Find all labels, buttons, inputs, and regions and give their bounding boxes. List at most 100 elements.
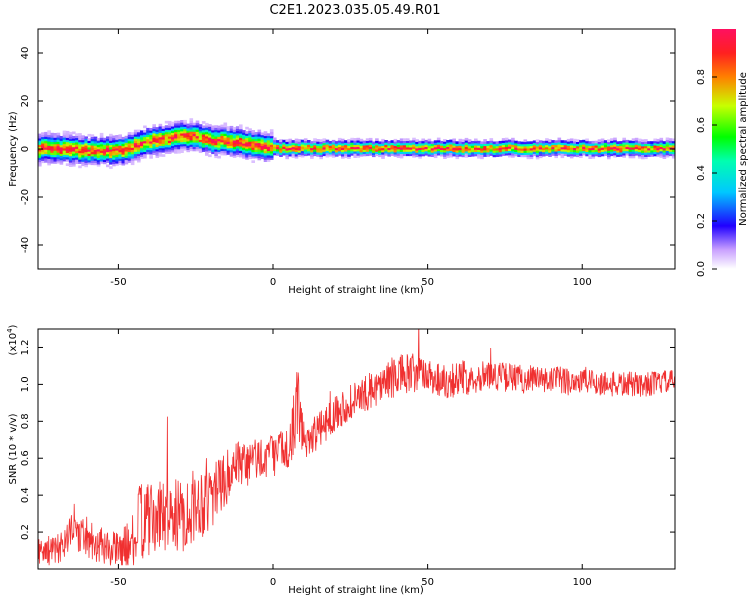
spectrogram-cell: [62, 147, 67, 151]
spectrogram-cell: [143, 142, 147, 146]
spectrogram-cell: [102, 144, 107, 147]
spectrogram-cell: [239, 126, 243, 130]
spectrogram-cell: [421, 151, 425, 155]
spectrogram-cell: [214, 144, 218, 148]
spectrogram-cell: [109, 136, 113, 139]
spectrogram-cell: [384, 153, 388, 156]
spectrogram-cell: [50, 143, 54, 147]
spectrogram-cell: [41, 134, 45, 138]
spectrogram-cell: [146, 138, 150, 142]
spectrogram-cell: [106, 149, 110, 153]
spectrogram-cell: [538, 148, 543, 152]
spectrogram-cell: [554, 148, 558, 152]
spectrogram-cell: [124, 142, 129, 145]
spectrogram-cell: [613, 144, 617, 147]
spectrogram-cell: [56, 154, 61, 157]
spectrogram-cell: [325, 144, 330, 147]
spectrogram-cell: [50, 152, 54, 155]
spectrogram-cell: [486, 145, 490, 149]
spectrogram-cell: [68, 149, 73, 152]
spectrogram-cell: [297, 149, 302, 153]
spectrogram-cell: [399, 149, 404, 152]
spectrogram-cell: [242, 153, 246, 157]
spectrogram-cell: [72, 142, 76, 145]
spectrogram-cell: [161, 132, 166, 136]
spectrogram-cell: [112, 150, 116, 154]
spectrogram-cell: [409, 140, 413, 144]
spectrogram-cell: [545, 146, 549, 150]
spectrogram-cell: [548, 150, 552, 153]
spectrogram-cell: [56, 134, 61, 138]
spectrogram-cell: [171, 136, 175, 140]
spectrogram-cell: [433, 151, 438, 154]
spectrogram-cell: [387, 149, 391, 153]
spectrogram-cell: [257, 133, 262, 137]
spectrogram-cell: [276, 150, 280, 154]
spectrogram-cell: [495, 152, 500, 155]
spectrogram-cell: [239, 135, 243, 138]
spectrogram-cell: [523, 145, 528, 149]
spectrogram-cell: [137, 129, 141, 133]
spectrogram-cell: [177, 144, 181, 148]
spectrogram-cell: [167, 149, 172, 152]
spectrogram-cell: [121, 158, 126, 162]
spectrogram-cell: [659, 148, 664, 152]
spectrogram-cell: [208, 132, 212, 136]
spectrogram-cell: [288, 140, 293, 144]
spectrogram-cell: [582, 148, 586, 152]
spectrogram-cell: [325, 154, 330, 158]
spectrogram-cell: [563, 146, 568, 150]
spectrogram-cell: [93, 162, 98, 166]
spectrogram-cell: [341, 145, 345, 148]
spectrogram-cell: [211, 142, 215, 146]
spectrogram-cell: [467, 154, 472, 157]
spectrogram-cell: [137, 142, 141, 146]
spectrogram-cell: [140, 143, 144, 147]
spectrogram-cell: [152, 126, 156, 130]
spectrogram-cell: [288, 145, 293, 148]
spectrogram-cell: [201, 134, 206, 137]
spectrogram-cell: [579, 148, 583, 152]
snr-y-multiplier: (x104): [6, 324, 19, 355]
spectrogram-cell: [353, 142, 357, 145]
spectrogram-cell: [372, 150, 376, 153]
spectrogram-cell: [109, 140, 113, 143]
spectrogram-cell: [226, 149, 231, 153]
spectrogram-cell: [353, 153, 357, 156]
spectrogram-cell: [81, 146, 85, 149]
spectrogram-cell: [418, 156, 422, 159]
spectrogram-cell: [177, 125, 181, 128]
spectrogram-cell: [433, 140, 438, 143]
spectrogram-cell: [526, 156, 531, 160]
spectrogram-cell: [610, 140, 614, 144]
spectrogram-cell: [59, 146, 64, 150]
spectrogram-cell: [310, 156, 314, 159]
spectrogram-cell: [576, 139, 580, 142]
spectrogram-cell: [223, 131, 228, 134]
spectrogram-cell: [161, 139, 166, 142]
spectrogram-cell: [341, 153, 345, 157]
spectrogram-cell: [266, 141, 271, 145]
spectrogram-cell: [195, 142, 200, 145]
spectrogram-cell: [588, 156, 592, 159]
spectrogram-cell: [579, 144, 583, 148]
spectrogram-cell: [489, 153, 494, 156]
spectrogram-cell: [387, 147, 391, 151]
spectrogram-cell: [282, 139, 286, 143]
spectrogram-cell: [102, 146, 107, 150]
spectrogram-cell: [56, 152, 61, 155]
spectrogram-cell: [665, 139, 670, 143]
spectrogram-cell: [127, 138, 132, 142]
spectrogram-cell: [375, 149, 379, 152]
spectrogram-cell: [310, 151, 314, 155]
spectrogram-cell: [205, 138, 209, 141]
spectrogram-cell: [619, 149, 623, 153]
spectrogram-cell: [665, 148, 670, 151]
spectrogram-cell: [600, 142, 605, 146]
spectrogram-cell: [62, 134, 67, 138]
spectrogram-cell: [594, 149, 599, 152]
spectrogram-cell: [467, 152, 472, 155]
spectrogram-cell: [269, 129, 274, 132]
spectrogram-cell: [310, 149, 314, 153]
spectrogram-cell: [557, 141, 562, 145]
